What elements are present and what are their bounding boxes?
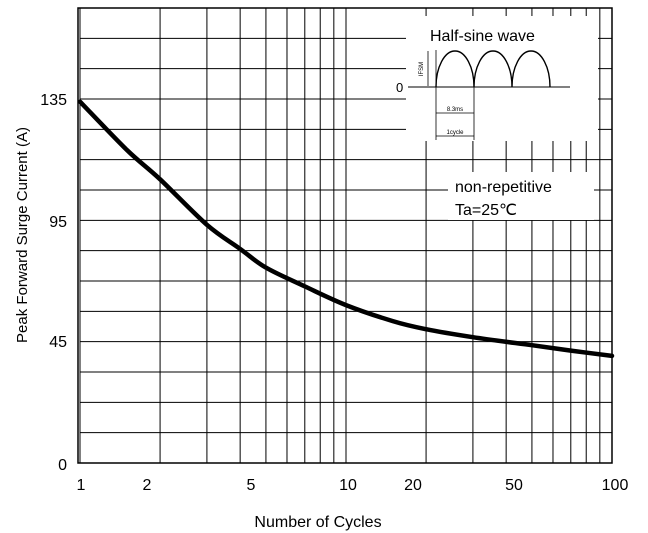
condition-note: non-repetitive Ta=25℃: [448, 172, 594, 220]
x-axis-label: Number of Cycles: [254, 514, 381, 531]
condition-background: [448, 172, 594, 220]
y-tick-label-95: 95: [49, 214, 67, 231]
plot-frame: [77, 7, 613, 464]
y-tick-labels: 135 95 45 0: [40, 92, 67, 474]
inset-period-label: 8.3ms: [447, 107, 463, 113]
y-tick-label-0: 0: [58, 457, 67, 474]
inset-background: [406, 16, 598, 141]
waveform-inset: Half-sine wave 0 IFSM 8.3ms 1cycle: [396, 16, 598, 141]
y-tick-label-45: 45: [49, 334, 67, 351]
inset-title: Half-sine wave: [430, 28, 535, 45]
x-tick-label-2: 2: [143, 477, 152, 494]
inset-cycle-label: 1cycle: [446, 130, 464, 136]
x-tick-label-20: 20: [404, 477, 422, 494]
inset-zero-label: 0: [396, 80, 403, 95]
x-tick-label-5: 5: [247, 477, 256, 494]
x-tick-label-1: 1: [77, 477, 86, 494]
surge-current-curve: [77, 99, 615, 359]
inset-ifsm-label: IFSM: [419, 62, 425, 76]
inset-half-sine: [435, 50, 551, 88]
y-axis-label: Peak Forward Surge Current (A): [14, 127, 31, 343]
x-tick-labels: 1 2 5 10 20 50 100: [77, 477, 629, 494]
x-tick-label-100: 100: [602, 477, 629, 494]
y-tick-label-135: 135: [40, 92, 67, 109]
x-tick-label-10: 10: [339, 477, 357, 494]
condition-line-1: non-repetitive: [455, 179, 552, 196]
x-tick-label-50: 50: [505, 477, 523, 494]
condition-line-2: Ta=25℃: [455, 202, 517, 219]
